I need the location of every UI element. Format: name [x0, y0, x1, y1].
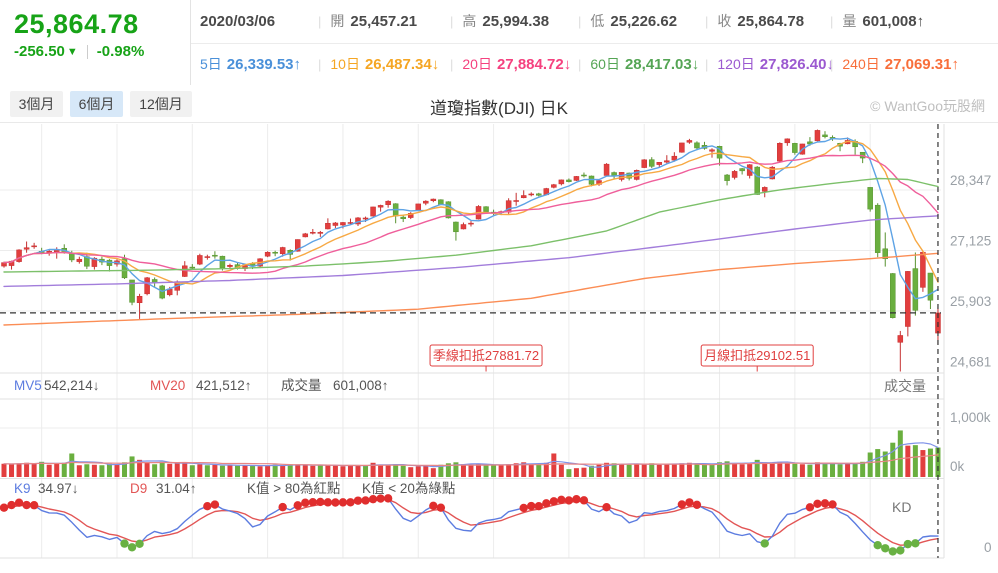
chart-toolbar: 3個月 6個月 12個月 道瓊指數(DJI) 日K © WantGoo玩股網 [0, 85, 998, 123]
kd-indicator-label: 34.97↓ [38, 481, 79, 496]
ma-lines-layer [3, 137, 939, 326]
divider [191, 43, 998, 44]
price-change-pct: -0.98% [96, 43, 145, 60]
deduction-annotation [429, 344, 543, 367]
period-3m-button[interactable]: 3個月 [10, 91, 63, 117]
volume-indicator-label: MV5 [14, 378, 42, 393]
period-12m-button[interactable]: 12個月 [130, 91, 192, 117]
svg-text:季線扣抵27881.72: 季線扣抵27881.72 [433, 348, 539, 363]
kd-layer [0, 494, 939, 556]
grid-layer [0, 124, 941, 558]
volume-indicator-label: 成交量 [281, 377, 322, 393]
ma240-value: | 240日 27,069.31↑ [830, 56, 959, 73]
quote-block: 25,864.78 -256.50 ▼ -0.98% [14, 6, 184, 60]
ohlc-high: | 高 25,994.38 [450, 13, 550, 30]
volume-indicator-label: MV20 [150, 378, 185, 393]
volume-axis-label: 0k [950, 459, 965, 474]
watermark: © WantGoo玩股網 [870, 98, 985, 114]
svg-text:月線扣抵29102.51: 月線扣抵29102.51 [704, 348, 810, 363]
last-price: 25,864.78 [14, 9, 139, 39]
kline-chart[interactable]: 季線扣抵27881.72 月線扣抵29102.51 28,347 27,125 25,9… [0, 122, 998, 568]
volume-indicator-label: 601,008↑ [333, 378, 389, 393]
volume-indicator-label: 542,214↓ [44, 378, 100, 393]
axis-labels-layer: 28,347 27,125 25,903 24,681 1,000k 0k 0 MV5 542,… [14, 173, 992, 555]
price-change: -256.50 [14, 43, 65, 60]
volume-pane-title: 成交量 [884, 378, 926, 394]
divider [190, 0, 191, 85]
volume-axis-label: 1,000k [950, 410, 991, 425]
trade-date: 2020/03/06 [200, 13, 276, 30]
price-axis-label: 24,681 [950, 355, 991, 370]
volume-layer [1, 430, 941, 477]
volume-indicator-label: 421,512↑ [196, 378, 252, 393]
divider [86, 44, 88, 59]
kd-indicator-label: K9 [14, 481, 31, 496]
ma10-value: | 10日 26,487.34↓ [318, 56, 440, 73]
price-axis-label: 25,903 [950, 294, 991, 309]
kd-axis-label: 0 [984, 540, 992, 555]
kd-pane-title: KD [892, 499, 911, 515]
deduction-annotation [700, 344, 814, 367]
ma60-value: | 60日 28,417.03↓ [578, 56, 700, 73]
ma5-value: 5日 26,339.53↑ [200, 56, 302, 73]
ohlc-volume: | 量 601,008↑ [830, 13, 925, 30]
ohlc-low: | 低 25,226.62 [578, 13, 678, 30]
kd-indicator-label: D9 [130, 481, 147, 496]
pane-borders [0, 124, 945, 559]
ohlc-close: | 收 25,864.78 [705, 13, 805, 30]
kd-indicator-label: K值 > 80為紅點 [247, 481, 340, 496]
period-6m-button[interactable]: 6個月 [70, 91, 123, 117]
kd-indicator-label: 31.04↑ [156, 481, 197, 496]
kline-chart-area: 季線扣抵27881.72 月線扣抵29102.51 28,347 27,125 25,9… [0, 122, 998, 568]
price-axis-label: 27,125 [950, 234, 991, 249]
ma20-value: | 20日 27,884.72↓ [450, 56, 572, 73]
ohlcv-row: 2020/03/06 | 開 25,457.21 | 高 25,994.38 | 低 25,… [0, 0, 998, 43]
ohlc-open: | 開 25,457.21 [318, 13, 418, 30]
ma-values-row: 5日 26,339.53↑ | 10日 26,487.34↓ | 20日 27,884.7… [0, 43, 998, 85]
quote-header: 25,864.78 -256.50 ▼ -0.98% 2020/03/06 | 開… [0, 0, 998, 86]
kd-indicator-label: K值 < 20為綠點 [362, 481, 455, 496]
down-triangle-icon: ▼ [66, 45, 78, 58]
price-axis-label: 28,347 [950, 173, 991, 188]
overlay-layer: 季線扣抵27881.72 月線扣抵29102.51 [0, 124, 941, 558]
ma120-value: | 120日 27,826.40↓ [705, 56, 834, 73]
